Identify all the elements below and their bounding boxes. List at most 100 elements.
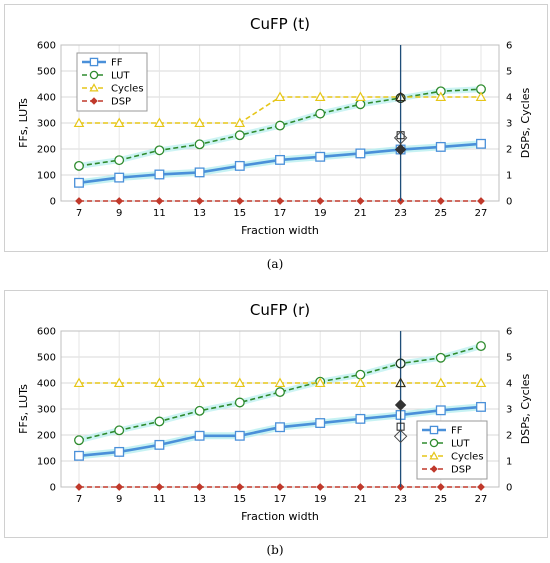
chart-b-xtick: 7 (76, 494, 82, 505)
chart-a-point (356, 197, 365, 205)
chart-a-legend-marker (89, 83, 99, 92)
chart-b-xtick: 11 (153, 494, 166, 505)
chart-b-point (115, 483, 124, 491)
chart-b-ytick-right: 4 (506, 379, 512, 390)
chart-a-legend-marker (90, 97, 98, 105)
chart-a-ytick-left: 100 (37, 171, 56, 182)
chart-panel-b: CuFP (r) 0 0 100 1 200 2 300 3 400 4 500 5 600 6 7 9 11 13… (4, 290, 548, 538)
chart-a-highlight-point (393, 131, 408, 145)
chart-a-point (477, 197, 485, 205)
chart-b-highlight-point (395, 358, 406, 369)
chart-b-xtick: 23 (394, 494, 407, 505)
chart-a-point (235, 197, 244, 205)
chart-a-xtick: 17 (274, 208, 287, 219)
chart-b-point (195, 483, 204, 491)
chart-b-point (476, 401, 486, 412)
chart-b-point (274, 377, 286, 388)
chart-a-xtick: 27 (475, 208, 488, 219)
chart-a-title: CuFP (t) (250, 15, 310, 33)
caption-a: (a) (266, 257, 284, 271)
chart-b-point (114, 446, 125, 457)
chart-a-ytick-left: 500 (37, 67, 56, 78)
chart-b-ylabel: FFs, LUTs (17, 384, 30, 434)
chart-b-point (74, 450, 84, 461)
chart-b-point (194, 430, 205, 441)
chart-a-ytick-right: 3 (506, 119, 512, 130)
chart-a-point (234, 160, 245, 171)
chart-b-series-lut (74, 341, 486, 446)
chart-b-title: CuFP (r) (250, 301, 310, 319)
chart-b-series-line (78, 345, 482, 441)
chart-a-ytick-left: 0 (50, 197, 56, 208)
chart-b-point (234, 430, 245, 441)
chart-b-highlight-point (394, 399, 407, 411)
chart-a-point (435, 141, 446, 152)
chart-a-point (234, 117, 246, 128)
chart-b-point (435, 377, 447, 388)
chart-a-point (436, 197, 445, 205)
chart-b-legend-label: DSP (451, 465, 471, 476)
chart-b-point (436, 483, 445, 491)
chart-a-ytick-left: 600 (37, 41, 56, 52)
chart-b-point (316, 483, 325, 491)
chart-b-point (355, 413, 366, 424)
chart-b-point (194, 405, 205, 416)
chart-b-xtick: 15 (233, 494, 246, 505)
chart-a-legend-item: LUT (82, 71, 130, 82)
chart-a-y2label: DSPs, Cycles (519, 88, 532, 159)
chart-a-series-cycles (73, 91, 487, 128)
chart-a-point (275, 154, 285, 165)
chart-a-ytick-left: 400 (37, 93, 56, 104)
chart-b-ytick-right: 1 (506, 457, 512, 468)
chart-a-ytick-left: 200 (37, 145, 56, 156)
chart-a-point (114, 172, 125, 183)
chart-b-legend-marker (429, 425, 439, 435)
chart-a-point (195, 197, 204, 205)
chart-a-xtick: 15 (233, 208, 246, 219)
chart-a-point (194, 139, 205, 150)
chart-a-xtick: 21 (354, 208, 367, 219)
chart-b-legend-item: Cycles (422, 451, 484, 463)
chart-a-highlight-markers (393, 91, 408, 156)
chart-b-point (74, 435, 84, 446)
chart-a-point (275, 120, 285, 131)
chart-b-ytick-right: 5 (506, 353, 512, 364)
chart-a-point (154, 169, 165, 180)
chart-b-xtick: 9 (116, 494, 122, 505)
chart-b-svg: CuFP (r) 0 0 100 1 200 2 300 3 400 4 500 5 600 6 7 9 11 13… (17, 301, 532, 523)
chart-b-point (275, 422, 285, 433)
chart-a-xtick: 11 (153, 208, 166, 219)
chart-b-highlight-point (395, 377, 406, 388)
chart-b-legend-marker (430, 465, 438, 473)
caption-b: (b) (266, 543, 284, 557)
chart-b-xtick: 27 (475, 494, 488, 505)
chart-a-highlight-point (395, 93, 406, 104)
chart-b-ytick-left: 500 (37, 353, 56, 364)
chart-a-legend-label: DSP (111, 97, 131, 108)
chart-b-point (475, 377, 487, 388)
chart-b-series-dsp (75, 483, 485, 491)
chart-b-point (75, 483, 83, 491)
chart-a-point (75, 197, 83, 205)
chart-b-ytick-left: 100 (37, 457, 56, 468)
chart-a-point (74, 177, 84, 188)
chart-b-series-cycles (73, 377, 487, 388)
chart-a-xtick: 25 (434, 208, 447, 219)
chart-a-point (155, 197, 164, 205)
chart-b-legend-label: LUT (451, 439, 470, 450)
chart-a-xtick: 7 (76, 208, 82, 219)
chart-b-xtick: 17 (274, 494, 287, 505)
chart-b-legend-item: LUT (422, 439, 470, 450)
chart-b-ytick-left: 400 (37, 379, 56, 390)
chart-a-point (114, 155, 125, 166)
chart-b-ytick-right: 2 (506, 431, 512, 442)
chart-b-y2label: DSPs, Cycles (519, 374, 532, 445)
chart-b-highlight-markers (393, 358, 408, 444)
chart-b-point (276, 483, 284, 491)
chart-a-point (194, 117, 205, 128)
chart-a-point (73, 117, 85, 128)
chart-a-point (355, 99, 366, 110)
chart-a-legend-marker (89, 70, 99, 80)
chart-a-point (113, 117, 125, 128)
chart-b-point (73, 377, 85, 388)
